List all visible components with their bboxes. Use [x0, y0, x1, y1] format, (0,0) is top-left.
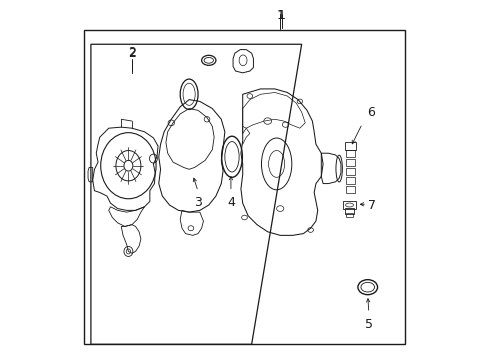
Text: 1: 1 — [278, 9, 285, 22]
Text: 3: 3 — [194, 196, 202, 209]
Bar — [346, 159, 354, 166]
Text: 2: 2 — [128, 47, 136, 60]
Text: 5: 5 — [364, 318, 372, 330]
Text: 4: 4 — [226, 196, 234, 209]
Bar — [346, 186, 354, 193]
Text: 7: 7 — [367, 199, 375, 212]
Bar — [346, 168, 354, 175]
Bar — [346, 150, 354, 157]
Text: 2: 2 — [128, 46, 136, 59]
Bar — [342, 202, 356, 208]
Bar — [346, 177, 354, 184]
Bar — [344, 208, 353, 213]
Text: 1: 1 — [276, 9, 284, 22]
Text: 6: 6 — [366, 106, 374, 119]
Bar — [345, 143, 356, 150]
Bar — [83, 30, 405, 344]
Bar — [346, 213, 352, 217]
